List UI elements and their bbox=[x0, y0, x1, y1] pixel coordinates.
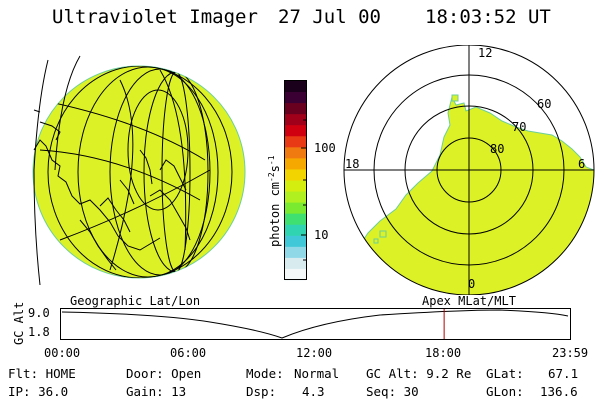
time-tick-0000: 00:00 bbox=[44, 346, 81, 360]
ip-status: IP: 36.0 bbox=[8, 384, 69, 399]
colorbar-tick-100: 100 bbox=[314, 141, 336, 155]
colorbar-cell bbox=[285, 169, 306, 182]
time-tick-1200: 12:00 bbox=[296, 346, 333, 360]
colorbar-cell bbox=[285, 180, 306, 193]
instrument-title: Ultraviolet Imager bbox=[52, 6, 258, 28]
geographic-label: Geographic Lat/Lon bbox=[70, 294, 201, 308]
polar-plot bbox=[343, 45, 595, 295]
mode-label: Mode: bbox=[246, 366, 284, 381]
colorbar-cell bbox=[285, 147, 306, 159]
dsp-value: 4.3 bbox=[302, 384, 325, 399]
mlat-label-70: 70 bbox=[512, 120, 527, 134]
colorbar-cell bbox=[285, 136, 306, 148]
mlt-label-6: 6 bbox=[578, 157, 586, 171]
colorbar-cell bbox=[285, 114, 306, 126]
gain-status: Gain: 13 bbox=[126, 384, 187, 399]
geographic-image bbox=[32, 55, 246, 286]
polar-grid bbox=[343, 45, 595, 295]
colorbar-cell bbox=[285, 257, 306, 270]
colorbar-cell bbox=[285, 202, 306, 215]
colorbar-cell bbox=[285, 125, 306, 137]
speckle-patches bbox=[373, 94, 459, 244]
glat-label: GLat: bbox=[486, 366, 524, 381]
dsp-label: Dsp: bbox=[246, 384, 277, 399]
colorbar-cell bbox=[285, 235, 306, 248]
colorbar-cell bbox=[285, 191, 306, 204]
mlt-label-18: 18 bbox=[345, 157, 360, 171]
colorbar-unit-label: photon cm-2s-1 bbox=[267, 155, 282, 247]
gc-alt-status: GC Alt: 9.2 Re bbox=[366, 366, 472, 381]
colorbar-cell bbox=[285, 268, 306, 281]
glon-value: 136.6 bbox=[540, 384, 578, 399]
flight-status: Flt: HOME bbox=[8, 366, 76, 381]
gc-alt-tick-bottom: 1.8 bbox=[28, 325, 50, 339]
colorbar-tick-10: 10 bbox=[314, 228, 329, 242]
time-label: 18:03:52 UT bbox=[425, 6, 551, 28]
mlt-label-12: 12 bbox=[478, 46, 493, 60]
colorbar-cell bbox=[285, 103, 306, 115]
mlat-label-60: 60 bbox=[537, 97, 552, 111]
mode-value: Normal bbox=[294, 366, 340, 381]
time-tick-1800: 18:00 bbox=[425, 346, 462, 360]
mlat-label-80: 80 bbox=[490, 142, 505, 156]
colorbar-cell bbox=[285, 224, 306, 237]
colorbar-cell bbox=[285, 158, 306, 171]
date-label: 27 Jul 00 bbox=[278, 6, 381, 28]
colorbar-cell bbox=[285, 246, 306, 259]
gc-alt-axis-label: GC Alt bbox=[12, 301, 26, 345]
gc-alt-tick-top: 9.0 bbox=[28, 306, 50, 320]
colorbar-cell bbox=[285, 213, 306, 226]
colorbar-cell bbox=[285, 81, 306, 93]
mlt-label-0: 0 bbox=[468, 277, 476, 291]
colorbar-cell bbox=[285, 92, 306, 104]
glat-value: 67.1 bbox=[548, 366, 579, 381]
time-tick-2359: 23:59 bbox=[552, 346, 589, 360]
colorbar bbox=[284, 80, 307, 281]
door-status: Door: Open bbox=[126, 366, 202, 381]
outer-grid-lines bbox=[33, 55, 81, 286]
coastlines bbox=[33, 121, 191, 271]
altitude-timeline bbox=[60, 308, 571, 340]
glon-label: GLon: bbox=[486, 384, 524, 399]
time-tick-0600: 06:00 bbox=[170, 346, 207, 360]
seq-status: Seq: 30 bbox=[366, 384, 419, 399]
apex-label: Apex MLat/MLT bbox=[422, 294, 516, 308]
